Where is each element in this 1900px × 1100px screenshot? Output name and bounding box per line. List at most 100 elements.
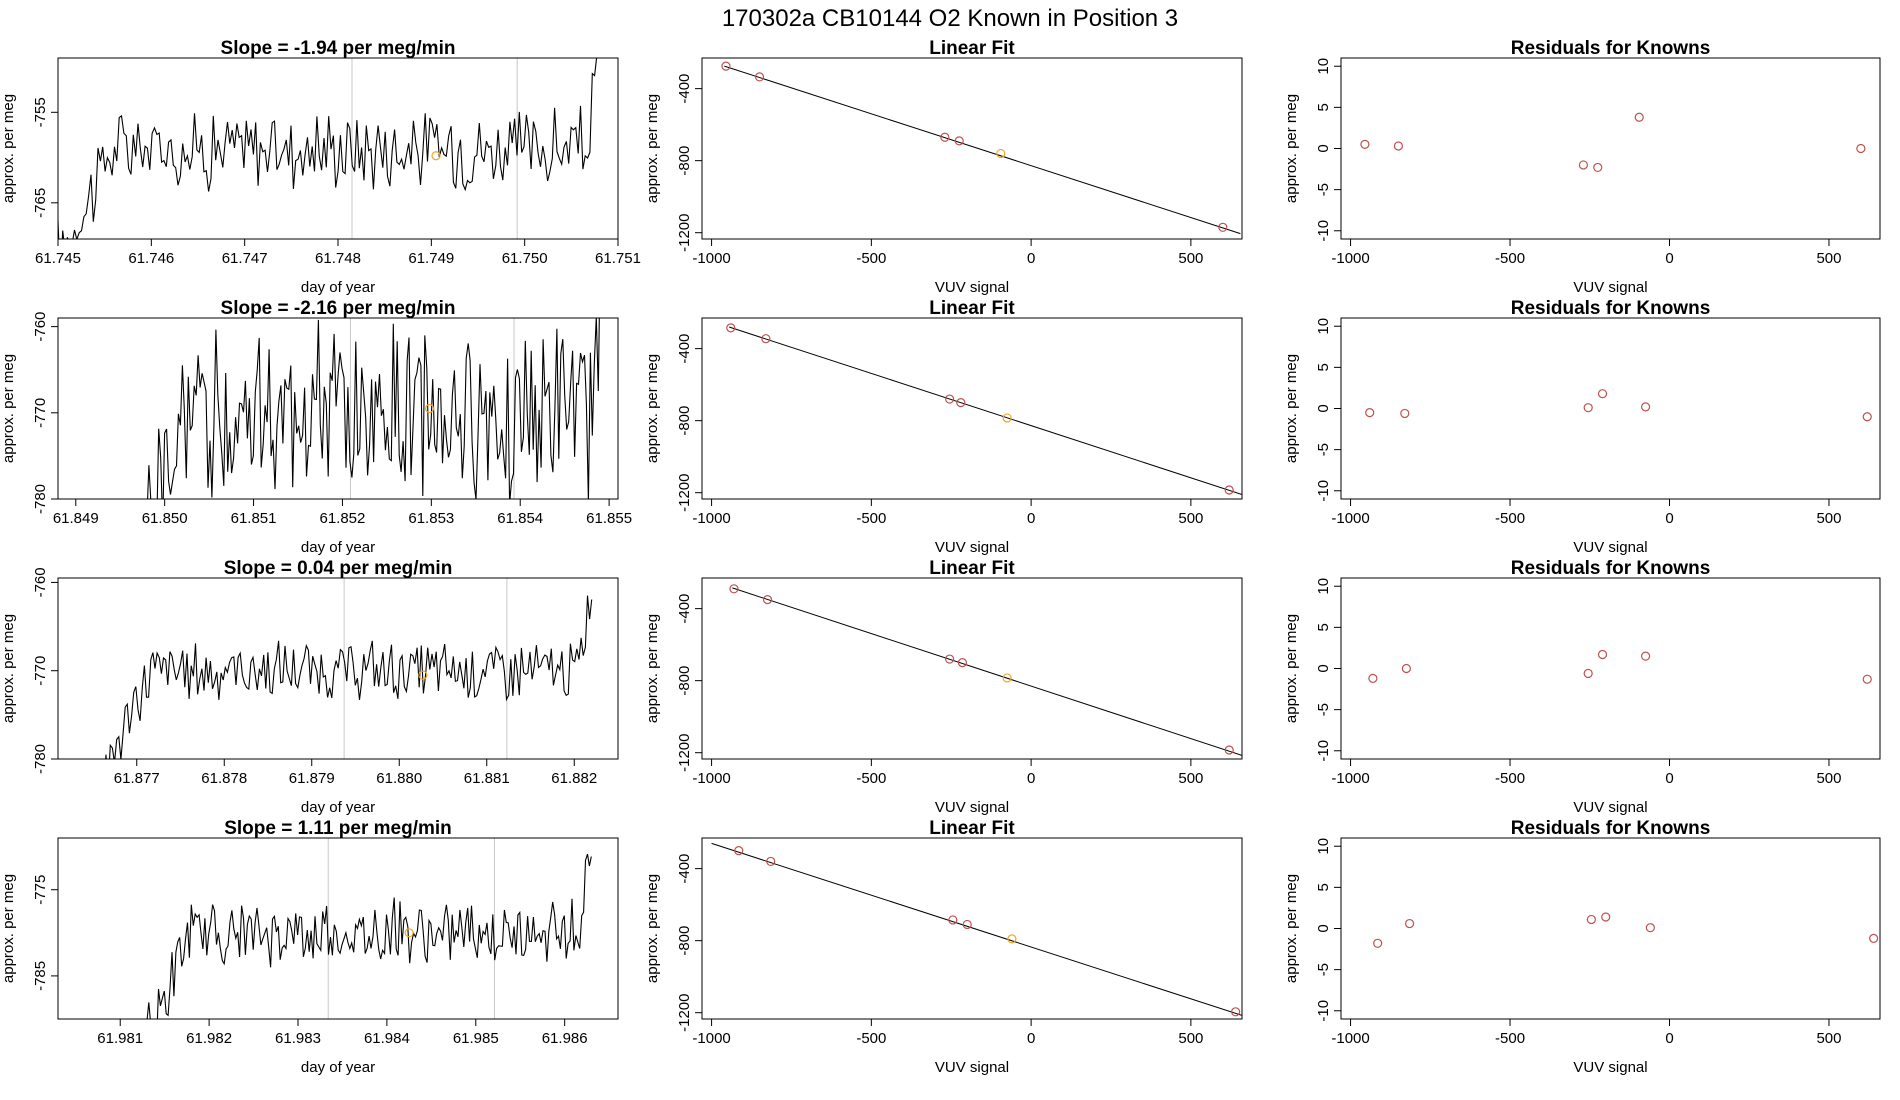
y-tick-label: -780 (32, 484, 49, 514)
y-tick-label: -800 (676, 146, 693, 176)
x-tick-label: 61.854 (497, 510, 543, 527)
known-point (957, 658, 968, 668)
panel-title: Residuals for Knowns (1511, 298, 1711, 319)
x-tick-label: 61.745 (35, 250, 81, 267)
known-point (940, 132, 950, 142)
y-tick-label: -800 (676, 406, 693, 436)
y-tick-label: -400 (676, 594, 693, 624)
y-tick-label: -1200 (676, 734, 693, 772)
x-axis-label: VUV signal (1573, 799, 1647, 816)
known-point (721, 61, 731, 71)
known-point (1578, 160, 1588, 170)
known-point (945, 654, 955, 664)
plot-frame (1340, 577, 1881, 760)
y-axis-label: approx. per meg (0, 354, 17, 463)
x-tick-label: 61.850 (142, 510, 188, 527)
x-tick-label: 61.855 (586, 510, 632, 527)
panel-title: Linear Fit (929, 558, 1015, 579)
panel-r1-fit: Linear Fit VUV signal approx. per meg -1000… (644, 38, 1243, 296)
x-tick-label: 61.880 (376, 770, 422, 787)
panel-r3-fit: Linear Fit VUV signal approx. per meg -1000… (644, 558, 1243, 816)
x-tick-label: -1000 (692, 250, 730, 267)
y-axis-label: approx. per meg (0, 614, 17, 723)
y-tick-label: -10 (1315, 740, 1332, 762)
known-point (1218, 222, 1228, 232)
panel-r2-trace: Slope = -2.16 per meg/min day of year appr… (0, 298, 632, 556)
y-tick-label: -5 (1315, 183, 1332, 196)
x-tick-label: 61.882 (551, 770, 597, 787)
mean-marker (418, 670, 428, 680)
fit-line (724, 65, 1241, 235)
known-point (1224, 485, 1234, 495)
known-point (1634, 112, 1644, 122)
fit-line (729, 326, 1242, 495)
x-axis-label: VUV signal (1573, 279, 1647, 296)
panel-title: Residuals for Knowns (1511, 558, 1711, 579)
x-tick-label: -500 (856, 1030, 886, 1047)
x-tick-label: -1000 (692, 510, 730, 527)
x-axis-label: VUV signal (935, 279, 1009, 296)
x-axis-label: VUV signal (1573, 539, 1647, 556)
y-tick-label: -800 (676, 666, 693, 696)
plot-frame (701, 57, 1243, 240)
panel-r4-fit: Linear Fit VUV signal approx. per meg -1000… (644, 818, 1243, 1076)
x-tick-label: 61.851 (231, 510, 277, 527)
known-point (1224, 745, 1234, 755)
known-point (945, 394, 955, 404)
sample-point (996, 148, 1006, 159)
plot-area (1368, 649, 1872, 684)
x-axis-label: VUV signal (935, 1059, 1009, 1076)
x-axis-label: VUV signal (935, 539, 1009, 556)
known-point (1597, 649, 1608, 660)
panel-grid: Slope = -1.94 per meg/min day of year appr… (0, 38, 1881, 1076)
known-point (1231, 1007, 1241, 1017)
x-tick-label: -1000 (1331, 770, 1369, 787)
known-point (754, 72, 765, 82)
plot-area (146, 838, 592, 1019)
x-tick-label: -1000 (692, 1030, 730, 1047)
y-tick-label: -400 (676, 334, 693, 364)
y-axis-label: approx. per meg (644, 354, 661, 463)
plot-frame (1340, 837, 1881, 1020)
y-tick-label: 5 (1315, 883, 1332, 891)
x-tick-label: 500 (1816, 770, 1841, 787)
y-tick-label: 10 (1315, 58, 1332, 75)
known-point (1645, 923, 1655, 933)
x-tick-label: 0 (1027, 510, 1035, 527)
mean-marker (431, 151, 441, 161)
y-axis-label: approx. per meg (644, 94, 661, 203)
y-tick-label: -785 (32, 961, 49, 991)
x-tick-label: -1000 (1331, 250, 1369, 267)
y-axis-label: approx. per meg (1283, 874, 1300, 983)
known-point (1640, 402, 1651, 412)
x-tick-label: -1000 (1331, 510, 1369, 527)
data-trace (146, 853, 592, 1019)
x-axis-label: VUV signal (1573, 1059, 1647, 1076)
y-tick-label: -760 (32, 567, 49, 597)
x-tick-label: 61.984 (364, 1030, 410, 1047)
data-trace (105, 595, 593, 759)
known-point (1597, 389, 1608, 399)
x-tick-label: 61.983 (275, 1030, 321, 1047)
y-tick-label: -775 (32, 875, 49, 905)
known-point (956, 398, 966, 408)
known-point (1368, 673, 1378, 683)
data-trace (58, 58, 598, 239)
panel-r3-resid: Residuals for Knowns VUV signal approx. pe… (1283, 558, 1881, 816)
y-axis-label: approx. per meg (0, 94, 17, 203)
y-axis-label: approx. per meg (644, 614, 661, 723)
x-tick-label: -500 (856, 250, 886, 267)
y-tick-label: -5 (1315, 703, 1332, 716)
y-tick-label: 0 (1315, 664, 1332, 672)
known-point (1869, 933, 1879, 943)
plot-area (1365, 389, 1872, 422)
x-tick-label: -1000 (1331, 1030, 1369, 1047)
x-tick-label: 500 (1816, 250, 1841, 267)
y-tick-label: -755 (32, 97, 49, 127)
known-point (948, 915, 958, 925)
panel-title: Linear Fit (929, 298, 1015, 319)
y-tick-label: 0 (1315, 404, 1332, 412)
known-point (1601, 912, 1611, 922)
x-tick-label: 61.985 (453, 1030, 499, 1047)
x-tick-label: 500 (1178, 1030, 1203, 1047)
